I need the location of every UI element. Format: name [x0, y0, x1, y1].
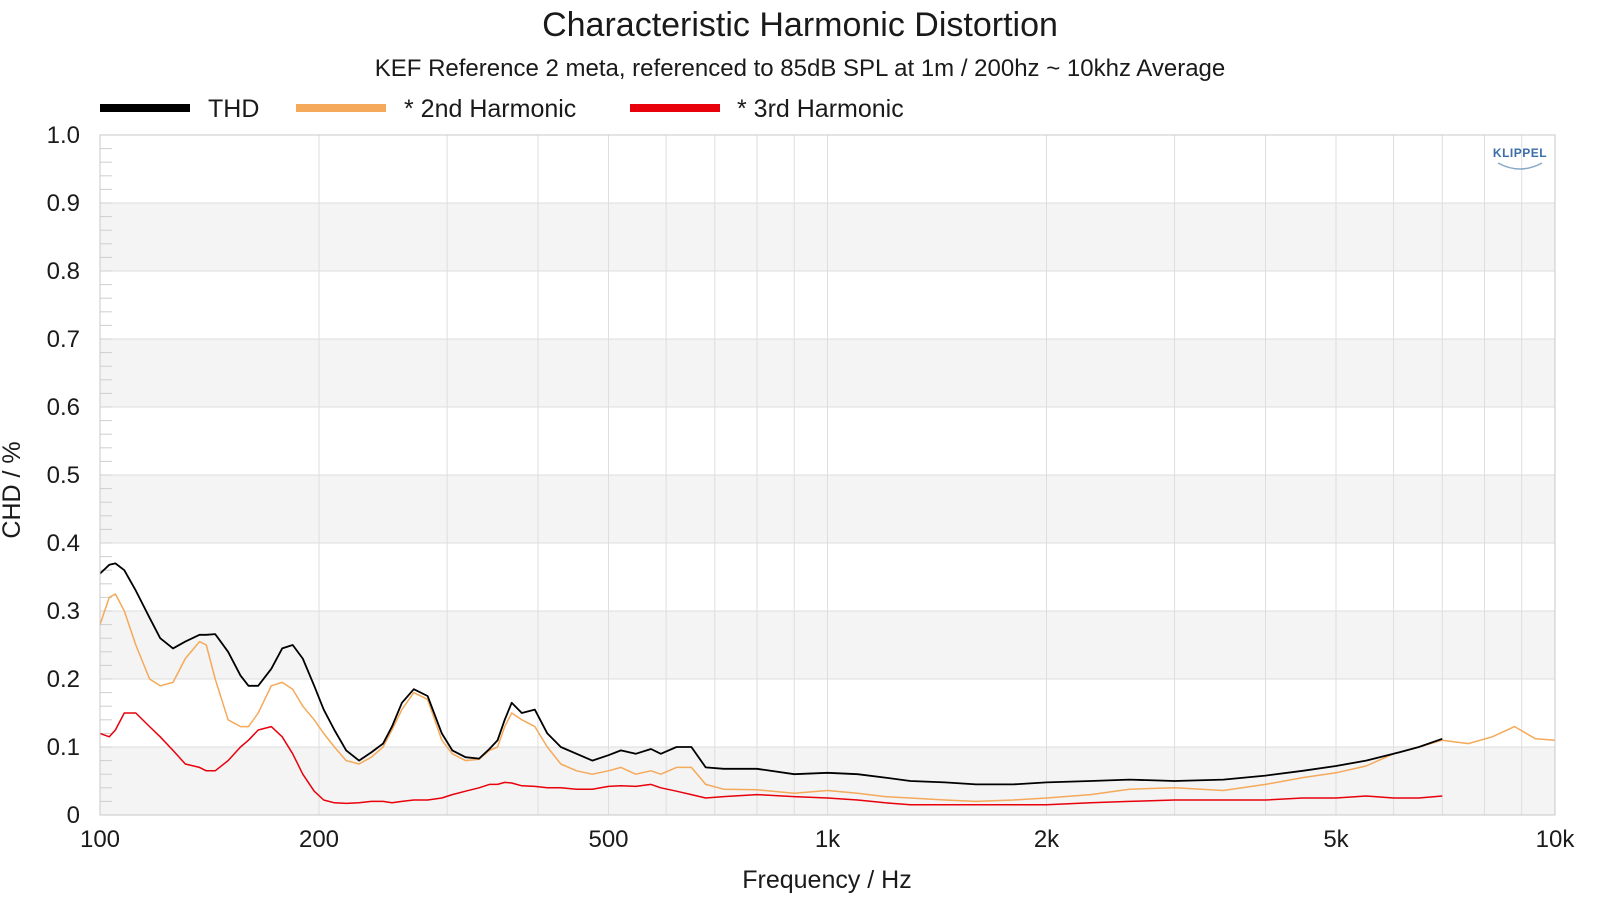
- y-tick-label: 0.1: [47, 734, 80, 761]
- series-line-0: [99, 562, 1443, 786]
- chart-subtitle: KEF Reference 2 meta, referenced to 85dB…: [375, 55, 1226, 82]
- x-tick-label: 5k: [1323, 826, 1349, 853]
- x-tick-label: 10k: [1536, 826, 1576, 853]
- x-tick-label: 1k: [815, 826, 841, 853]
- y-tick-label: 0.2: [47, 666, 80, 693]
- tick-labels: 100 200 500 1k 2k 5k 10k 0 0.1 0.2 0.3 0.4 0.5 0.6 0.7…: [47, 122, 1576, 853]
- x-axis-label: Frequency / Hz: [742, 866, 912, 894]
- y-tick-label: 0.7: [47, 326, 80, 353]
- chart-title: Characteristic Harmonic Distortion: [542, 6, 1058, 44]
- y-tick-label: 0.4: [47, 530, 80, 557]
- plot-frame: [99, 134, 1556, 816]
- series-line-2: [99, 712, 1443, 806]
- y-tick-label: 0.3: [47, 598, 80, 625]
- legend: THD * 2nd Harmonic * 3rd Harmonic: [100, 95, 904, 123]
- klippel-logo: KLIPPEL: [1493, 146, 1547, 170]
- y-tick-label: 0.6: [47, 394, 80, 421]
- klippel-logo-swoosh: [1497, 162, 1543, 170]
- x-tick-label: 2k: [1034, 826, 1060, 853]
- legend-label: * 3rd Harmonic: [737, 95, 904, 123]
- y-tick-label: 0.8: [47, 258, 80, 285]
- series-line-1: [99, 593, 1556, 803]
- legend-label: THD: [208, 95, 259, 123]
- y-tick-label: 0.9: [47, 190, 80, 217]
- x-tick-label: 500: [588, 826, 628, 853]
- y-tick-label: 0: [67, 802, 80, 829]
- y-tick-label: 0.5: [47, 462, 80, 489]
- x-tick-label: 100: [80, 826, 120, 853]
- y-axis-label: CHD / %: [0, 441, 26, 538]
- legend-label: * 2nd Harmonic: [404, 95, 576, 123]
- series-layer: [99, 562, 1556, 806]
- klippel-logo-text: KLIPPEL: [1493, 146, 1547, 160]
- y-tick-label: 1.0: [47, 122, 80, 149]
- x-tick-label: 200: [299, 826, 339, 853]
